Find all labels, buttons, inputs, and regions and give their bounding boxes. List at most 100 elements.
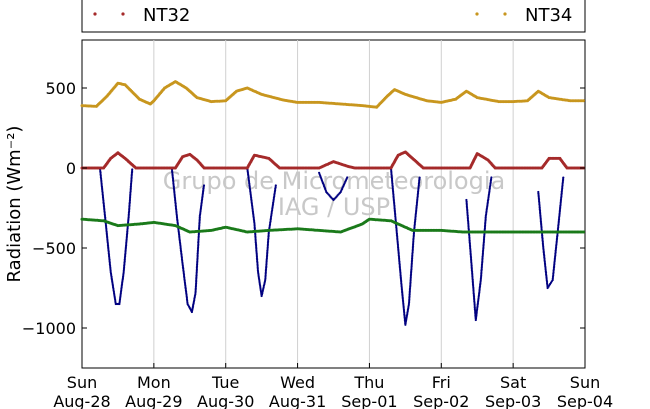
point-navy-177 xyxy=(131,170,134,173)
point-navy-345 xyxy=(200,199,203,202)
point-navy-815 xyxy=(473,304,476,308)
point-navy-952 xyxy=(542,245,545,248)
point-navy-247 xyxy=(182,272,185,275)
x-tick-date-4: Sep-01 xyxy=(341,392,397,409)
point-navy-301 xyxy=(195,268,198,271)
point-navy-116 xyxy=(123,264,126,267)
point-navy-219 xyxy=(177,228,180,231)
point-navy-894 xyxy=(485,210,488,213)
point-navy-935 xyxy=(539,218,542,222)
point-navy-715 xyxy=(413,224,416,227)
point-navy-835 xyxy=(476,302,479,305)
legend-label-nt32: NT32 xyxy=(143,5,190,26)
point-navy-885 xyxy=(484,224,487,227)
point-navy-691 xyxy=(410,262,413,265)
point-navy-208 xyxy=(175,211,178,214)
point-navy-109 xyxy=(122,275,125,278)
point-navy-699 xyxy=(411,249,414,252)
point-navy-389 xyxy=(252,218,255,221)
point-navy-733 xyxy=(416,196,419,199)
point-navy-994 xyxy=(553,265,556,268)
watermark: Grupo de Micrometeorologia IAG / USP xyxy=(163,167,505,221)
point-navy-609 xyxy=(398,258,401,262)
point-navy-673 xyxy=(408,290,411,293)
point-navy-486 xyxy=(268,223,272,226)
point-navy-796 xyxy=(471,275,474,278)
point-navy-1042 xyxy=(560,190,563,193)
point-navy-5 xyxy=(99,174,102,177)
point-navy-799 xyxy=(471,280,474,283)
point-navy-289 xyxy=(194,287,197,290)
point-navy-171 xyxy=(130,179,133,182)
point-navy-399 xyxy=(254,233,257,236)
point-navy-457 xyxy=(264,268,268,271)
point-navy-358 xyxy=(246,170,249,173)
point-navy-288 xyxy=(194,288,197,291)
point-navy-1049 xyxy=(561,179,565,182)
point-navy-1014 xyxy=(556,234,559,237)
point-navy-805 xyxy=(472,289,475,292)
point-navy-626 xyxy=(400,285,403,288)
point-navy-684 xyxy=(409,273,413,276)
point-navy-355 xyxy=(202,184,206,187)
point-navy-962 xyxy=(543,260,546,263)
point-navy-705 xyxy=(412,240,415,243)
point-navy-572 xyxy=(393,201,396,204)
series-nt32 xyxy=(80,150,585,170)
point-navy-593 xyxy=(395,234,399,237)
point-navy-797 xyxy=(471,276,474,280)
point-navy-565 xyxy=(392,190,395,193)
point-navy-221 xyxy=(177,231,180,235)
point-navy-498 xyxy=(271,204,274,207)
point-navy-1033 xyxy=(559,204,562,207)
point-navy-637 xyxy=(402,302,405,305)
point-navy-782 xyxy=(469,253,472,256)
point-navy-451 xyxy=(264,277,267,280)
point-navy-838 xyxy=(477,297,480,300)
point-navy-46 xyxy=(106,238,109,241)
point-navy-783 xyxy=(469,255,472,258)
point-navy-1034 xyxy=(559,202,562,206)
x-tick-date-0: Aug-28 xyxy=(53,392,110,409)
point-navy-257 xyxy=(184,287,187,290)
point-navy-726 xyxy=(415,207,418,210)
point-navy-900 xyxy=(486,201,489,204)
point-navy-265 xyxy=(186,299,189,302)
point-navy-1029 xyxy=(558,210,561,213)
point-navy-415 xyxy=(256,258,259,261)
point-navy-367 xyxy=(248,184,251,187)
point-navy-23 xyxy=(102,202,105,205)
point-navy-1004 xyxy=(554,249,557,252)
point-navy-631 xyxy=(401,293,404,296)
point-navy-877 xyxy=(483,236,486,239)
point-navy-198 xyxy=(173,196,176,199)
point-navy-374 xyxy=(249,194,252,198)
point-navy-992 xyxy=(552,268,555,271)
point-navy-31 xyxy=(103,214,107,218)
point-navy-665 xyxy=(407,302,410,306)
point-navy-295 xyxy=(195,277,198,280)
point-navy-11 xyxy=(100,183,103,187)
point-navy-211 xyxy=(175,216,179,219)
point-navy-690 xyxy=(410,263,413,266)
point-navy-291 xyxy=(194,283,198,287)
point-navy-294 xyxy=(195,279,198,282)
point-navy-196 xyxy=(173,193,176,196)
point-navy-562 xyxy=(391,185,394,188)
watermark-line-1: Grupo de Micrometeorologia xyxy=(163,167,505,195)
point-navy-1027 xyxy=(558,213,561,216)
point-navy-560 xyxy=(391,182,394,185)
point-navy-309 xyxy=(196,255,199,258)
point-navy-364 xyxy=(247,179,250,182)
point-navy-362 xyxy=(247,176,250,179)
point-navy-916 xyxy=(490,176,493,179)
point-navy-770 xyxy=(468,234,471,237)
point-navy-229 xyxy=(179,244,182,247)
point-navy-1010 xyxy=(555,240,558,243)
point-navy-382 xyxy=(251,207,254,210)
point-navy-1022 xyxy=(557,221,560,224)
point-navy-557 xyxy=(390,177,394,180)
point-navy-600 xyxy=(396,244,400,248)
point-navy-996 xyxy=(553,261,556,265)
point-navy-843 xyxy=(478,289,481,292)
